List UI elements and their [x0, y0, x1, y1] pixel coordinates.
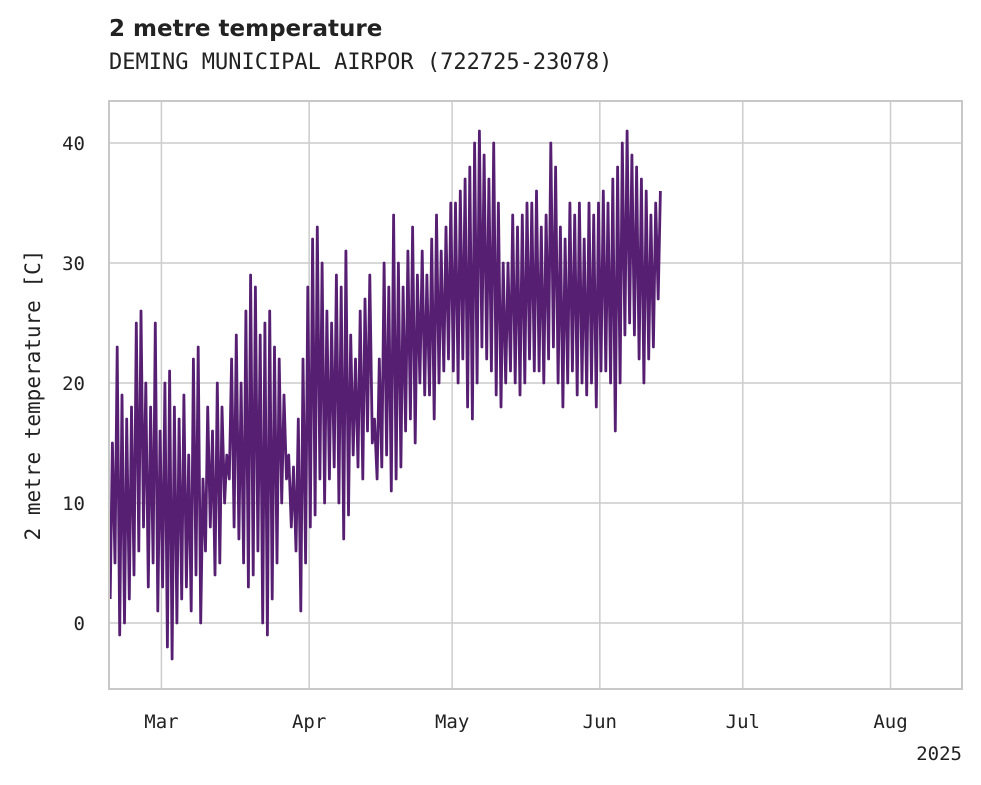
- y-tick-label: 10: [62, 493, 85, 515]
- series-layer: [108, 129, 662, 661]
- x-tick-label: Aug: [873, 711, 907, 733]
- temperature-series-line: [108, 129, 662, 661]
- x-tick-label: Mar: [144, 711, 178, 733]
- x-tick-label: Jul: [726, 711, 760, 733]
- chart-subtitle: DEMING MUNICIPAL AIRPOR (722725-23078): [109, 50, 613, 75]
- tick-labels: 0 10 20 30 40 Mar Apr May Jun Jul Aug: [62, 133, 908, 733]
- y-tick-label: 40: [62, 133, 85, 155]
- y-tick-label: 20: [62, 373, 85, 395]
- plot-frame: [108, 100, 963, 690]
- chart-title: 2 metre temperature: [109, 16, 383, 42]
- x-tick-label: Jun: [583, 711, 617, 733]
- x-tick-label: Apr: [292, 711, 326, 733]
- y-tick-label: 30: [62, 253, 85, 275]
- y-axis-label: 2 metre temperature [C]: [21, 250, 45, 541]
- x-axis-year-label: 2025: [916, 743, 962, 765]
- y-tick-label: 0: [74, 613, 85, 635]
- x-tick-label: May: [435, 711, 469, 733]
